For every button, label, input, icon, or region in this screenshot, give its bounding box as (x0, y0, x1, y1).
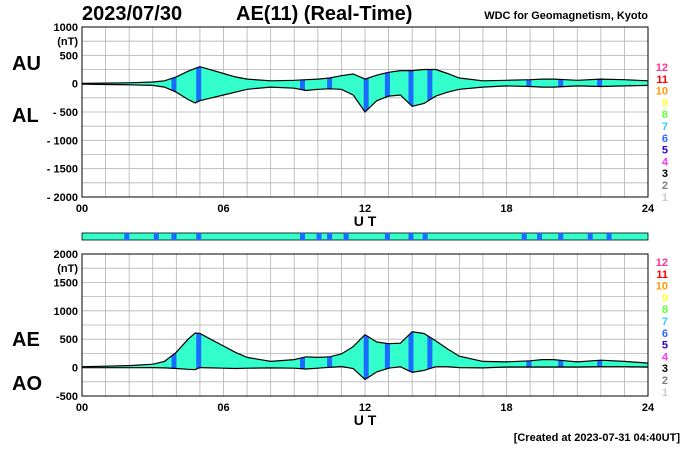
x-tick-label: 06 (217, 402, 229, 414)
x-tick-label: 18 (500, 203, 512, 215)
plot-frame (81, 26, 649, 198)
series-label-au: AU (12, 53, 41, 75)
station-count-stripe (171, 66, 177, 112)
station-count-label: 11 (656, 74, 668, 86)
y-tick-label: 1000 (54, 306, 78, 318)
station-count-label: 10 (656, 281, 668, 293)
station-count-stripe (171, 331, 177, 380)
x-tick-label: 06 (217, 203, 229, 215)
station-count-label: 9 (662, 292, 668, 304)
station-count-stripe (384, 66, 390, 112)
station-count-label: 9 (662, 97, 668, 109)
x-axis-label: U T (354, 213, 377, 229)
indicator-bar-stripe (422, 233, 428, 240)
x-tick-label: 12 (359, 203, 371, 215)
station-count-stripe (363, 331, 369, 380)
indicator-bar-stripe (521, 233, 527, 240)
y-tick-label: -500 (56, 391, 78, 403)
y-tick-label: - 500 (53, 107, 78, 119)
x-tick-label: 24 (642, 203, 655, 215)
y-tick-label: - 1500 (47, 164, 78, 176)
station-count-label: 8 (662, 304, 668, 316)
y-tick-label: 500 (60, 334, 78, 346)
station-count-label: 8 (662, 109, 668, 121)
station-count-stripe (196, 331, 202, 380)
indicator-bar-stripe (537, 233, 543, 240)
created-timestamp: [Created at 2023-07-31 04:40UT] (513, 432, 680, 444)
y-tick-label: 0 (72, 79, 78, 91)
station-count-label: 3 (662, 363, 668, 375)
x-axis-label: U T (354, 412, 377, 428)
indicator-bar (81, 232, 649, 241)
indicator-bar-stripe (171, 233, 177, 240)
station-count-stripe (363, 66, 369, 112)
indicator-bar-stripe (343, 233, 349, 240)
series-line-ae (81, 331, 649, 368)
chart-date: 2023/07/30 (82, 3, 183, 25)
station-count-label: 6 (662, 133, 668, 145)
station-count-label: 4 (662, 351, 669, 363)
x-tick-label: 24 (642, 402, 655, 414)
x-tick-label: 00 (76, 402, 88, 414)
y-tick-label: - 1000 (47, 135, 78, 147)
station-count-stripe (427, 66, 433, 112)
y-unit-label: (nT) (57, 263, 78, 275)
x-tick-label: 18 (500, 402, 512, 414)
indicator-bar-stripe (300, 233, 306, 240)
station-count-label: 12 (656, 257, 668, 269)
y-tick-label: 0 (72, 363, 78, 375)
station-count-label: 1 (662, 192, 668, 204)
indicator-bar-stripe (196, 233, 202, 240)
series-label-ao: AO (12, 373, 42, 395)
series-line-ao (82, 365, 649, 381)
indicator-bar-stripe (384, 233, 390, 240)
plot-frame (81, 253, 649, 397)
station-count-label: 4 (662, 156, 669, 168)
station-count-label: 12 (656, 62, 668, 74)
indicator-bar-stripe (153, 233, 159, 240)
y-tick-label: - 2000 (47, 192, 78, 204)
station-count-stripe (384, 331, 390, 380)
station-count-label: 2 (662, 180, 668, 192)
y-tick-label: 500 (60, 50, 78, 62)
station-count-label: 10 (656, 86, 668, 98)
station-count-stripe (196, 66, 202, 112)
y-unit-label: (nT) (57, 36, 78, 48)
y-tick-label: 2000 (54, 249, 78, 261)
indicator-bar-stripe (558, 233, 564, 240)
indicator-bar-stripe (316, 233, 322, 240)
y-tick-label: 1500 (54, 277, 78, 289)
station-count-label: 7 (662, 316, 668, 328)
station-count-label: 5 (662, 340, 668, 352)
indicator-bar-stripe (124, 233, 130, 240)
indicator-bar-stripe (606, 233, 612, 240)
station-count-stripe (408, 331, 414, 380)
x-tick-label: 12 (359, 402, 371, 414)
station-count-label: 7 (662, 121, 668, 133)
station-count-label: 5 (662, 145, 668, 157)
series-line-al (81, 83, 649, 113)
x-tick-label: 00 (76, 203, 88, 215)
station-count-stripe (408, 66, 414, 112)
series-label-ae: AE (12, 329, 40, 351)
chart-title: AE(11) (Real-Time) (236, 3, 413, 25)
y-tick-label: 1000 (54, 22, 78, 34)
station-count-label: 6 (662, 328, 668, 340)
station-count-label: 2 (662, 375, 668, 387)
indicator-bar-stripe (408, 233, 414, 240)
station-count-label: 3 (662, 168, 668, 180)
indicator-bar-stripe (327, 233, 333, 240)
indicator-bar-stripe (587, 233, 593, 240)
station-count-stripe (427, 331, 433, 380)
series-label-al: AL (12, 105, 39, 127)
station-count-label: 1 (662, 387, 668, 399)
data-source: WDC for Geomagnetism, Kyoto (484, 10, 648, 22)
series-line-au (81, 66, 649, 84)
station-count-label: 11 (656, 269, 668, 281)
